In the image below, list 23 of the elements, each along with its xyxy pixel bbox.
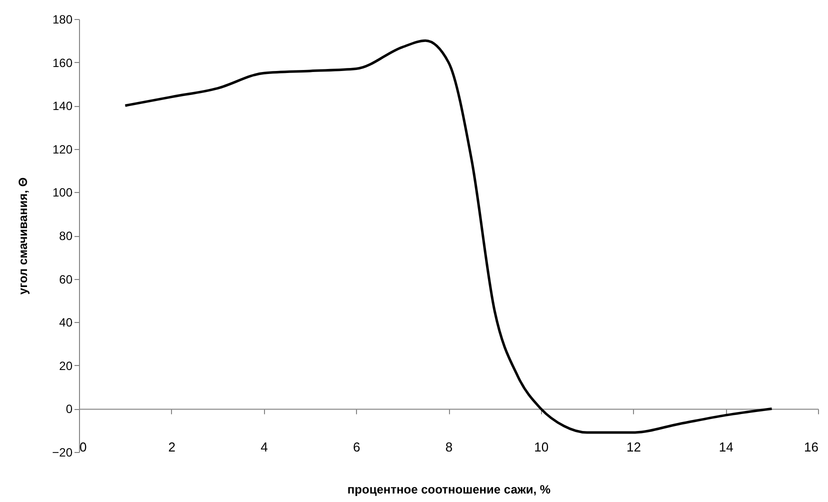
y-tick-label: 20: [59, 358, 73, 373]
x-axis-title: процентное соотношение сажи, %: [347, 482, 551, 496]
y-axis-title: угол смачивания, Θ: [16, 177, 30, 295]
y-tick-label: 100: [52, 186, 73, 200]
x-tick-label: 14: [718, 440, 734, 454]
y-tick-label: 80: [59, 229, 73, 243]
y-tick-label: 40: [59, 316, 73, 330]
y-tick-label: 120: [52, 142, 73, 156]
y-tick-label: 140: [52, 99, 73, 114]
x-tick-label: 4: [260, 440, 268, 454]
x-tick-label: 2: [168, 440, 176, 454]
x-tick-label: 0: [80, 440, 87, 454]
y-tick-label: 180: [52, 12, 73, 26]
x-tick-label: 10: [534, 440, 549, 454]
line-series: [124, 39, 774, 434]
x-tick-label: 8: [445, 440, 453, 454]
y-tick-label: 160: [52, 56, 73, 70]
y-tick-label: −20: [52, 446, 73, 460]
x-tick-label: 12: [626, 440, 641, 454]
x-tick-label: 6: [353, 440, 360, 454]
y-tick-label: 60: [59, 272, 73, 286]
x-tick-label: 16: [804, 440, 818, 454]
y-tick-label: 0: [66, 402, 73, 416]
